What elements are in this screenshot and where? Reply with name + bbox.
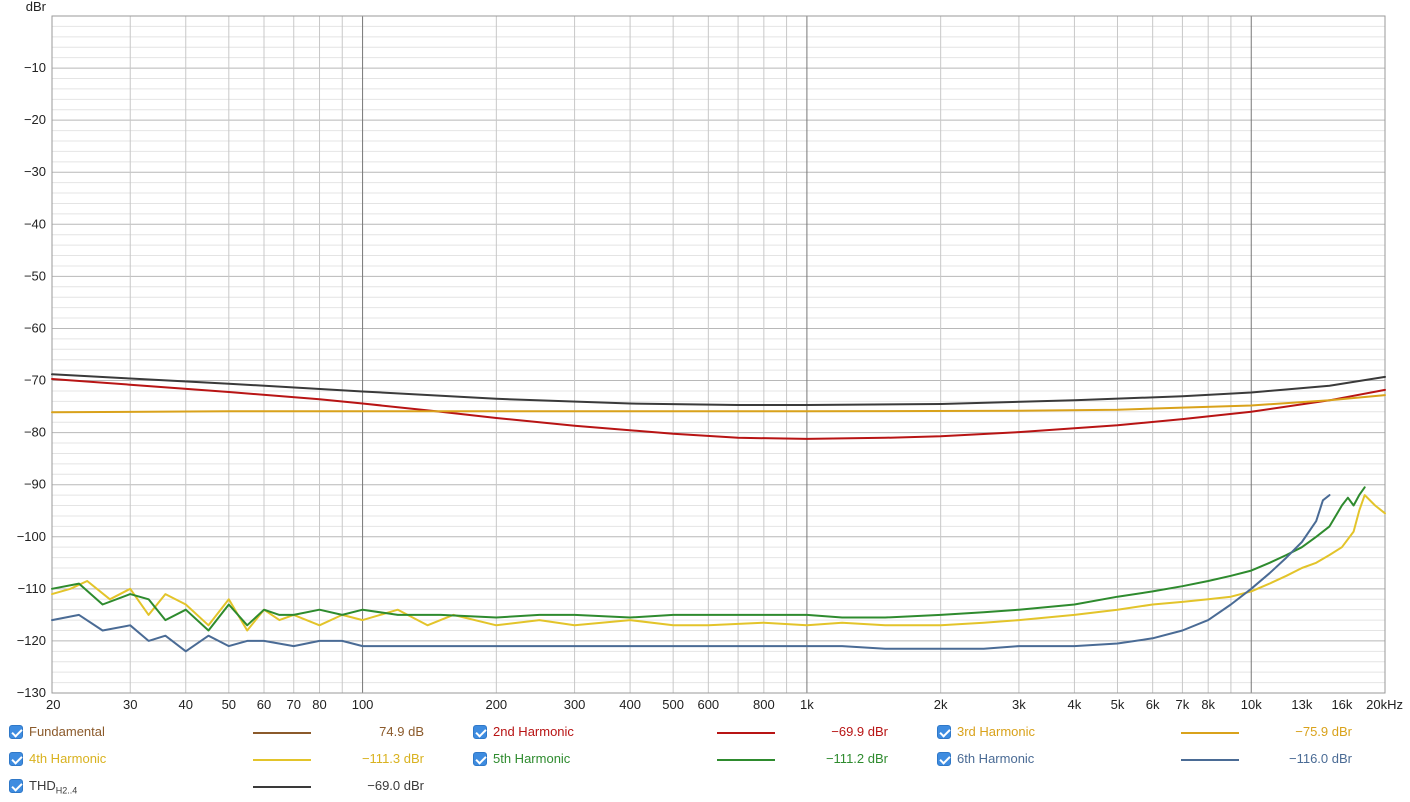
x-axis-labels: 20 30 40 50 60 70 80 100 200 300 400 500 600 800 1k 2k 3… xyxy=(46,697,1403,712)
x-tick-label: 60 xyxy=(257,697,271,712)
legend-value: −111.3 dBr xyxy=(361,751,424,766)
x-tick-label: 7k xyxy=(1176,697,1190,712)
x-tick-label: 30 xyxy=(123,697,137,712)
y-tick-label: −100 xyxy=(17,529,46,544)
x-tick-label: 80 xyxy=(312,697,326,712)
x-tick-label: 4k xyxy=(1068,697,1082,712)
4th-harmonic-checkbox[interactable] xyxy=(9,752,23,766)
plot-background xyxy=(52,16,1385,693)
x-tick-label: 400 xyxy=(619,697,641,712)
series-line-3rd-harmonic xyxy=(51,394,1386,414)
legend-swatch xyxy=(253,786,311,788)
series-line-6th-harmonic xyxy=(51,494,1331,653)
x-tick-label: 10k xyxy=(1241,697,1262,712)
x-tick-label: 800 xyxy=(753,697,775,712)
series-line-thd xyxy=(51,373,1386,406)
x-tick-label: 40 xyxy=(179,697,193,712)
legend-swatch xyxy=(717,732,775,734)
x-tick-label: 300 xyxy=(564,697,586,712)
series-group xyxy=(51,373,1386,653)
series-line-4th-harmonic xyxy=(51,494,1386,632)
x-tick-label: 13k xyxy=(1291,697,1312,712)
x-tick-label: 20 xyxy=(46,697,60,712)
legend-label: 3rd Harmonic xyxy=(957,724,1036,739)
legend-swatch xyxy=(253,759,311,761)
x-tick-label: 2k xyxy=(934,697,948,712)
y-tick-label: −110 xyxy=(18,581,46,596)
x-tick-label: 100 xyxy=(352,697,374,712)
legend: Fundamental 74.9 dB 2nd Harmonic −69.9 d… xyxy=(0,718,1410,802)
legend-label: 2nd Harmonic xyxy=(493,724,574,739)
y-tick-label: −70 xyxy=(24,373,46,388)
6th-harmonic-checkbox[interactable] xyxy=(937,752,951,766)
fundamental-checkbox[interactable] xyxy=(9,725,23,739)
x-tick-label: 50 xyxy=(222,697,236,712)
legend-label: 5th Harmonic xyxy=(493,751,571,766)
5th-harmonic-checkbox[interactable] xyxy=(473,752,487,766)
y-tick-label: −30 xyxy=(24,164,46,179)
x-tick-label: 8k xyxy=(1201,697,1215,712)
y-tick-label: −130 xyxy=(17,685,46,700)
legend-value: −69.0 dBr xyxy=(367,778,424,793)
2nd-harmonic-checkbox[interactable] xyxy=(473,725,487,739)
x-tick-label: 500 xyxy=(662,697,684,712)
thd-checkbox[interactable] xyxy=(9,779,23,793)
legend-value: −75.9 dBr xyxy=(1295,724,1352,739)
legend-swatch xyxy=(1181,759,1239,761)
legend-value: −111.2 dBr xyxy=(825,751,888,766)
legend-value: −116.0 dBr xyxy=(1288,751,1352,766)
x-tick-label: 3k xyxy=(1012,697,1026,712)
y-tick-label: −50 xyxy=(24,268,46,283)
thd-label: THD xyxy=(29,778,56,793)
legend-swatch xyxy=(717,759,775,761)
x-tick-label: 20kHz xyxy=(1366,697,1403,712)
legend-label: 4th Harmonic xyxy=(29,751,107,766)
y-tick-label: −10 xyxy=(24,60,46,75)
x-tick-label: 200 xyxy=(485,697,507,712)
legend-swatch xyxy=(1181,732,1239,734)
x-tick-label: 600 xyxy=(697,697,719,712)
legend-value: 74.9 dB xyxy=(379,724,424,739)
legend-label: Fundamental xyxy=(29,724,105,739)
y-tick-label: −40 xyxy=(24,216,46,231)
legend-swatch xyxy=(253,732,311,734)
y-tick-label: −90 xyxy=(24,477,46,492)
3rd-harmonic-checkbox[interactable] xyxy=(937,725,951,739)
legend-label: THDH2..4 xyxy=(29,778,77,796)
x-tick-label: 16k xyxy=(1331,697,1352,712)
series-line-2nd-harmonic xyxy=(51,378,1386,440)
plot-frame xyxy=(51,15,1386,694)
x-tick-label: 1k xyxy=(800,697,814,712)
legend-label: 6th Harmonic xyxy=(957,751,1035,766)
distortion-chart: −10 −20 −30 −40 −50 −60 −70 −80 −90 −100 −110 −120 −… xyxy=(17,0,1403,712)
thd-label-subscript: H2..4 xyxy=(55,785,78,796)
grid xyxy=(51,15,1386,694)
x-tick-label: 6k xyxy=(1146,697,1160,712)
y-tick-label: −120 xyxy=(17,633,46,648)
x-tick-label: 5k xyxy=(1111,697,1125,712)
y-axis-unit-label: dBr xyxy=(26,0,47,14)
y-axis-labels: −10 −20 −30 −40 −50 −60 −70 −80 −90 −100 −110 −120 −… xyxy=(17,60,46,700)
x-tick-label: 70 xyxy=(287,697,301,712)
y-tick-label: −60 xyxy=(24,320,46,335)
y-tick-label: −20 xyxy=(24,112,46,127)
y-tick-label: −80 xyxy=(24,425,46,440)
legend-value: −69.9 dBr xyxy=(831,724,888,739)
